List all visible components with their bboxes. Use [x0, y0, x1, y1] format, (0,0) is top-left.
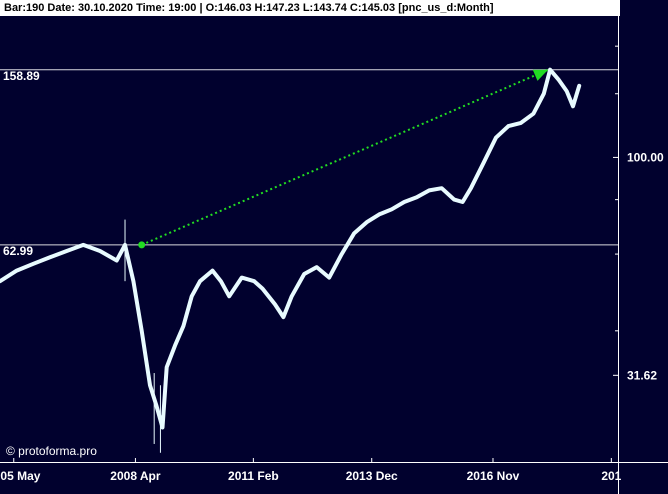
trend-arrow-line [141, 68, 549, 246]
trend-arrow-head [532, 69, 548, 81]
trend-arrow-origin-dot [138, 241, 146, 249]
x-tick-label: 2016 Nov [467, 469, 520, 483]
x-tick-label: 2011 Feb [228, 469, 279, 483]
price-series-line [0, 67, 582, 430]
watermark-text: © protoforma.pro [6, 444, 97, 458]
level-value-label: 158.89 [3, 69, 40, 83]
x-tick-label: 2013 Dec [346, 469, 398, 483]
bar-info-header: Bar:190 Date: 30.10.2020 Time: 19:00 | O… [0, 0, 620, 16]
x-tick-label: 201 [601, 469, 621, 483]
y-tick-label: 100.00 [627, 150, 664, 164]
x-tick-label: 2005 May [0, 469, 41, 483]
level-value-label: 62.99 [3, 244, 33, 258]
x-tick-label: 2008 Apr [110, 469, 161, 483]
y-tick-label: 31.62 [627, 368, 657, 382]
